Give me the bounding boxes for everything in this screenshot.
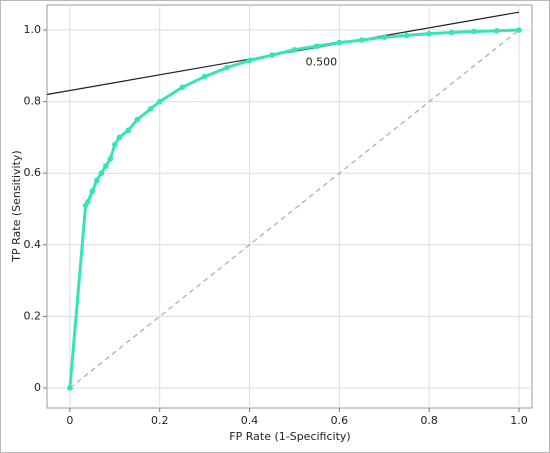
point: [85, 199, 91, 205]
point: [381, 34, 388, 41]
y-tick-label: 0.8: [24, 95, 42, 108]
x-tick-label: 0.6: [331, 414, 349, 427]
x-tick-label: 0.4: [241, 414, 259, 427]
point: [448, 29, 455, 36]
point: [201, 73, 208, 80]
point: [224, 64, 230, 71]
point: [336, 39, 343, 46]
point: [156, 98, 163, 105]
y-tick-label: 0.2: [24, 309, 42, 322]
point: [89, 188, 96, 194]
y-tick-label: 0.6: [24, 166, 42, 179]
y-tick-label: 0.4: [24, 238, 42, 251]
point: [426, 30, 432, 37]
point: [493, 27, 500, 34]
point: [116, 134, 123, 141]
y-axis-title: TP Rate (Sensitivity): [10, 150, 23, 262]
point: [179, 84, 185, 91]
point: [107, 156, 114, 162]
point: [359, 37, 365, 43]
x-tick-label: 0.8: [420, 414, 438, 427]
point: [134, 116, 141, 123]
point: [98, 170, 105, 177]
x-tick-label: 1.0: [510, 414, 528, 427]
point: [269, 52, 275, 58]
point: [103, 163, 109, 169]
point: [147, 105, 154, 112]
x-tick-label: 0: [66, 414, 73, 427]
point: [403, 32, 410, 39]
y-tick-label: 0: [34, 381, 41, 394]
point: [125, 127, 132, 134]
point: [291, 46, 298, 53]
point: [112, 141, 118, 148]
point: [94, 177, 100, 184]
series-line: [69, 29, 520, 389]
point: [246, 57, 253, 64]
y-tick-label: 1.0: [24, 23, 42, 36]
plot-area: [46, 4, 533, 409]
point: [471, 28, 477, 35]
x-axis-title: FP Rate (1-Specificity): [229, 430, 350, 443]
x-tick-label: 0.2: [151, 414, 169, 427]
point: [314, 43, 320, 49]
point: [516, 27, 522, 33]
point: [67, 385, 73, 391]
annotation: 0.500: [306, 55, 338, 68]
